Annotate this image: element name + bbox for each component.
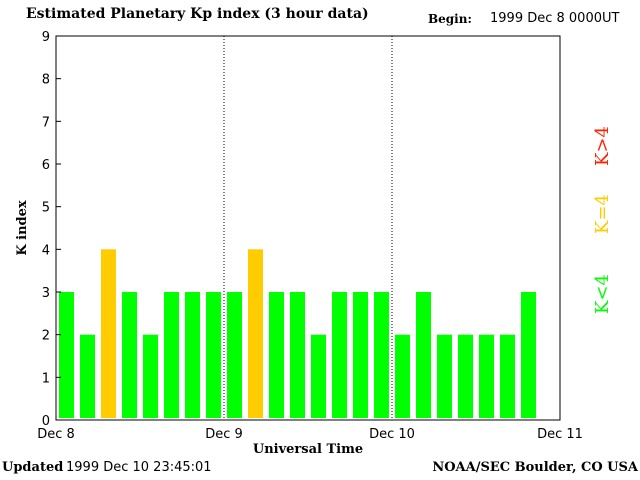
y-tick-label: 8 — [42, 73, 50, 88]
kp-bar — [353, 292, 368, 418]
kp-bar — [479, 334, 494, 418]
kp-bar — [227, 292, 242, 418]
kp-bar — [206, 292, 221, 418]
y-axis-label: K index — [15, 200, 30, 256]
day-dividers — [223, 36, 393, 420]
begin-label: Begin: — [428, 12, 472, 26]
kp-bar — [143, 334, 158, 418]
kp-bar — [290, 292, 305, 418]
kp-bar — [395, 334, 410, 418]
kp-bar — [416, 292, 431, 418]
kp-bar — [101, 249, 116, 418]
y-tick-label: 1 — [42, 371, 50, 386]
kp-bar — [80, 334, 95, 418]
chart-title: Estimated Planetary Kp index (3 hour dat… — [26, 6, 369, 22]
updated-value: 1999 Dec 10 23:45:01 — [66, 460, 212, 475]
kp-bar — [311, 334, 326, 418]
legend: K<4 K=4 K>4 — [592, 126, 613, 314]
y-tick-label: 5 — [42, 201, 50, 216]
plot-frame — [55, 35, 561, 421]
organization-label: NOAA/SEC Boulder, CO USA — [432, 460, 638, 475]
kp-bar — [164, 292, 179, 418]
bar-group — [59, 249, 536, 418]
x-tick-label: Dec 8 — [37, 427, 75, 442]
x-axis-ticks: Dec 8 Dec 9 Dec 10 Dec 11 — [37, 427, 583, 442]
y-tick-label: 0 — [42, 414, 50, 429]
kp-bar — [332, 292, 347, 418]
y-tick-label: 3 — [42, 286, 50, 301]
x-tick-label: Dec 9 — [205, 427, 243, 442]
y-tick-label: 9 — [42, 30, 50, 45]
kp-bar — [500, 334, 515, 418]
x-tick-label: Dec 11 — [537, 427, 583, 442]
kp-bar — [122, 292, 137, 418]
legend-entry: K<4 — [592, 274, 613, 314]
kp-bar — [59, 292, 74, 418]
begin-value: 1999 Dec 8 0000UT — [490, 11, 620, 26]
kp-bar — [269, 292, 284, 418]
updated-label: Updated — [2, 460, 64, 475]
kp-bar — [374, 292, 389, 418]
kp-bar — [248, 249, 263, 418]
legend-entry: K>4 — [592, 126, 613, 166]
y-tick-label: 7 — [42, 115, 50, 130]
x-axis-label: Universal Time — [253, 442, 363, 457]
kp-bar — [521, 292, 536, 418]
kp-bar — [437, 334, 452, 418]
kp-bar — [185, 292, 200, 418]
y-tick-label: 6 — [42, 158, 50, 173]
x-tick-label: Dec 10 — [369, 427, 415, 442]
kp-bar — [458, 334, 473, 418]
y-tick-label: 4 — [42, 243, 50, 258]
legend-entry: K=4 — [592, 194, 613, 234]
y-tick-label: 2 — [42, 329, 50, 344]
y-axis-ticks: 0 1 2 3 4 5 6 7 8 9 — [42, 30, 61, 429]
